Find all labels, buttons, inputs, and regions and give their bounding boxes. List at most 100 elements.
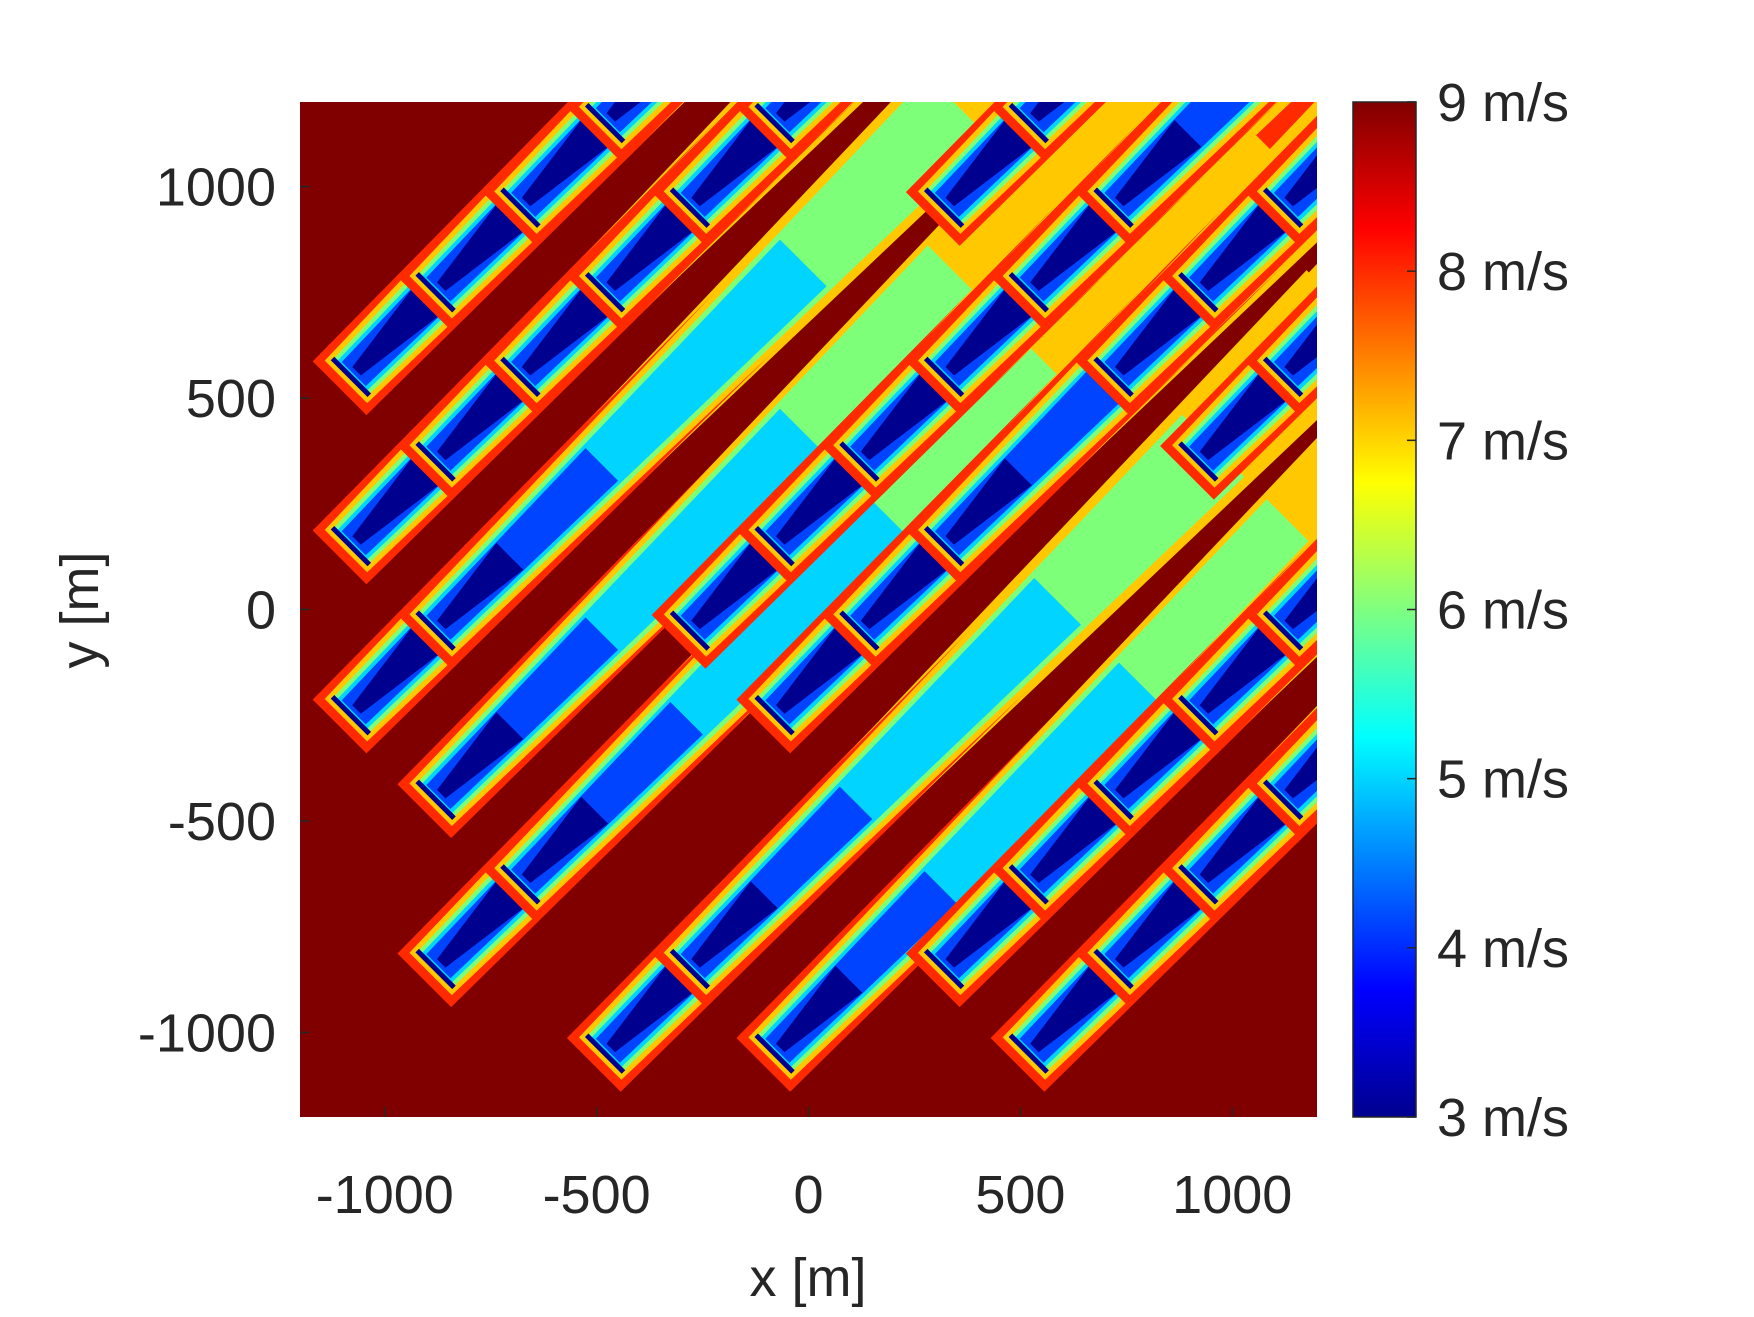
turbine-rotor — [1008, 102, 1049, 144]
wake-contour-level — [691, 881, 778, 968]
turbine-rotor — [669, 610, 711, 651]
x-tick-label: 0 — [793, 1165, 823, 1225]
wake-contour-level — [437, 542, 524, 630]
turbine-rotor — [669, 187, 711, 228]
y-tick-label: -1000 — [138, 1003, 276, 1063]
turbine-rotor — [923, 356, 965, 398]
wake-contour-level — [521, 796, 609, 883]
turbine-rotor — [415, 948, 456, 990]
wake-contour-level — [1284, 289, 1317, 376]
wake-contour-level — [691, 120, 778, 207]
turbine-rotor — [584, 272, 626, 313]
turbine-rotor — [1008, 1033, 1049, 1074]
turbine-wake — [397, 102, 1317, 838]
wake-contour-level — [945, 881, 1032, 968]
wake-contour-level — [1115, 881, 1202, 968]
wake-contour-level — [521, 289, 609, 376]
turbine-rotor — [754, 525, 795, 567]
wake-contour-level — [1115, 289, 1202, 376]
colorbar: 3 m/s 4 m/s 5 m/s 6 m/s 7 m/s 8 m/s 9 m/s — [1352, 73, 1569, 1148]
wake-contour-level — [1030, 965, 1117, 1053]
wake-contour-level — [606, 965, 693, 1053]
wake-contour-level — [691, 542, 778, 630]
turbine-rotor — [1262, 779, 1304, 820]
y-tick-label: 500 — [186, 369, 276, 429]
turbine-wakes — [312, 102, 1317, 1092]
turbine-rotor — [330, 695, 372, 736]
y-tick-label: -500 — [168, 792, 276, 852]
x-tick-label: -1000 — [316, 1165, 454, 1225]
turbine-rotor — [669, 948, 711, 990]
turbine-rotor — [1262, 187, 1304, 228]
wake-contour-level — [776, 965, 863, 1053]
turbine-rotor — [584, 1033, 626, 1074]
turbine-rotor — [1262, 356, 1304, 398]
x-tick-label: 1000 — [1172, 1165, 1292, 1225]
turbine-rotor — [754, 1033, 795, 1074]
colorbar-tick-label: 7 m/s — [1437, 411, 1569, 471]
turbine-rotor — [923, 187, 965, 228]
turbine-wake — [1244, 102, 1317, 669]
turbine-wake — [1075, 102, 1317, 246]
turbine-rotor — [1093, 779, 1134, 820]
turbine-rotor — [1008, 272, 1049, 313]
turbine-rotor — [330, 525, 372, 567]
wake-contour-level — [521, 120, 609, 207]
wake-contour-level — [1265, 102, 1317, 649]
wake-contour-level — [352, 289, 439, 376]
wake-contour-level — [352, 627, 439, 714]
turbine-wake — [1244, 102, 1317, 838]
wake-contour-level — [945, 120, 1032, 207]
wake-contour-level — [437, 204, 524, 291]
turbine-rotor — [839, 610, 880, 651]
wake-contour-level — [776, 458, 863, 545]
wake-contour-level — [860, 542, 948, 630]
turbine-rotor — [415, 779, 456, 820]
turbine-rotor — [839, 441, 880, 482]
colorbar-tick-label: 6 m/s — [1437, 581, 1569, 641]
turbine-rotor — [1178, 695, 1219, 736]
turbine-rotor — [1178, 272, 1219, 313]
colorbar-tick-label: 5 m/s — [1437, 750, 1569, 810]
x-tick-label: -500 — [543, 1165, 651, 1225]
turbine-rotor — [923, 525, 965, 567]
x-axis-label: x [m] — [750, 1248, 867, 1308]
x-axis: -1000 -500 0 500 1000 — [316, 1107, 1292, 1225]
wake-contour-level — [437, 881, 524, 968]
turbine-rotor — [500, 356, 541, 398]
turbine-wake — [482, 102, 1317, 923]
turbine-rotor — [1093, 356, 1134, 398]
wake-contour-level — [437, 712, 524, 799]
turbine-rotor — [415, 441, 456, 482]
turbine-wake — [566, 102, 1317, 162]
turbine-wake — [736, 102, 1317, 162]
colorbar-tick-label: 4 m/s — [1437, 919, 1569, 979]
wake-contour-level — [437, 373, 524, 461]
turbine-rotor — [1262, 610, 1304, 651]
y-axis: -1000 -500 0 500 1000 — [138, 158, 310, 1063]
turbine-rotor — [1008, 864, 1049, 905]
wake-contour-level — [1030, 796, 1117, 883]
wake-contour-level — [1199, 627, 1286, 714]
turbine-rotor — [500, 187, 541, 228]
y-tick-label: 0 — [246, 581, 276, 641]
wake-contour-level — [1265, 245, 1317, 818]
colorbar-ticks: 3 m/s 4 m/s 5 m/s 6 m/s 7 m/s 8 m/s 9 m/s — [1407, 73, 1569, 1148]
wake-contour-level — [945, 289, 1032, 376]
colorbar-tick-label: 3 m/s — [1437, 1088, 1569, 1148]
turbine-rotor — [584, 102, 626, 144]
turbine-wake — [990, 102, 1317, 162]
turbine-wake — [1244, 102, 1317, 416]
turbine-rotor — [1093, 187, 1134, 228]
plot-area — [300, 102, 1317, 1117]
colorbar-gradient — [1352, 101, 1417, 1118]
turbine-rotor — [415, 610, 456, 651]
wake-contour-level — [1199, 796, 1286, 883]
colorbar-tick-label: 9 m/s — [1437, 73, 1569, 133]
y-axis-label: y [m] — [50, 552, 110, 669]
x-tick-label: 500 — [975, 1165, 1065, 1225]
turbine-rotor — [1093, 948, 1134, 990]
wake-contour-level — [1115, 120, 1202, 207]
turbine-wake — [1244, 102, 1317, 246]
